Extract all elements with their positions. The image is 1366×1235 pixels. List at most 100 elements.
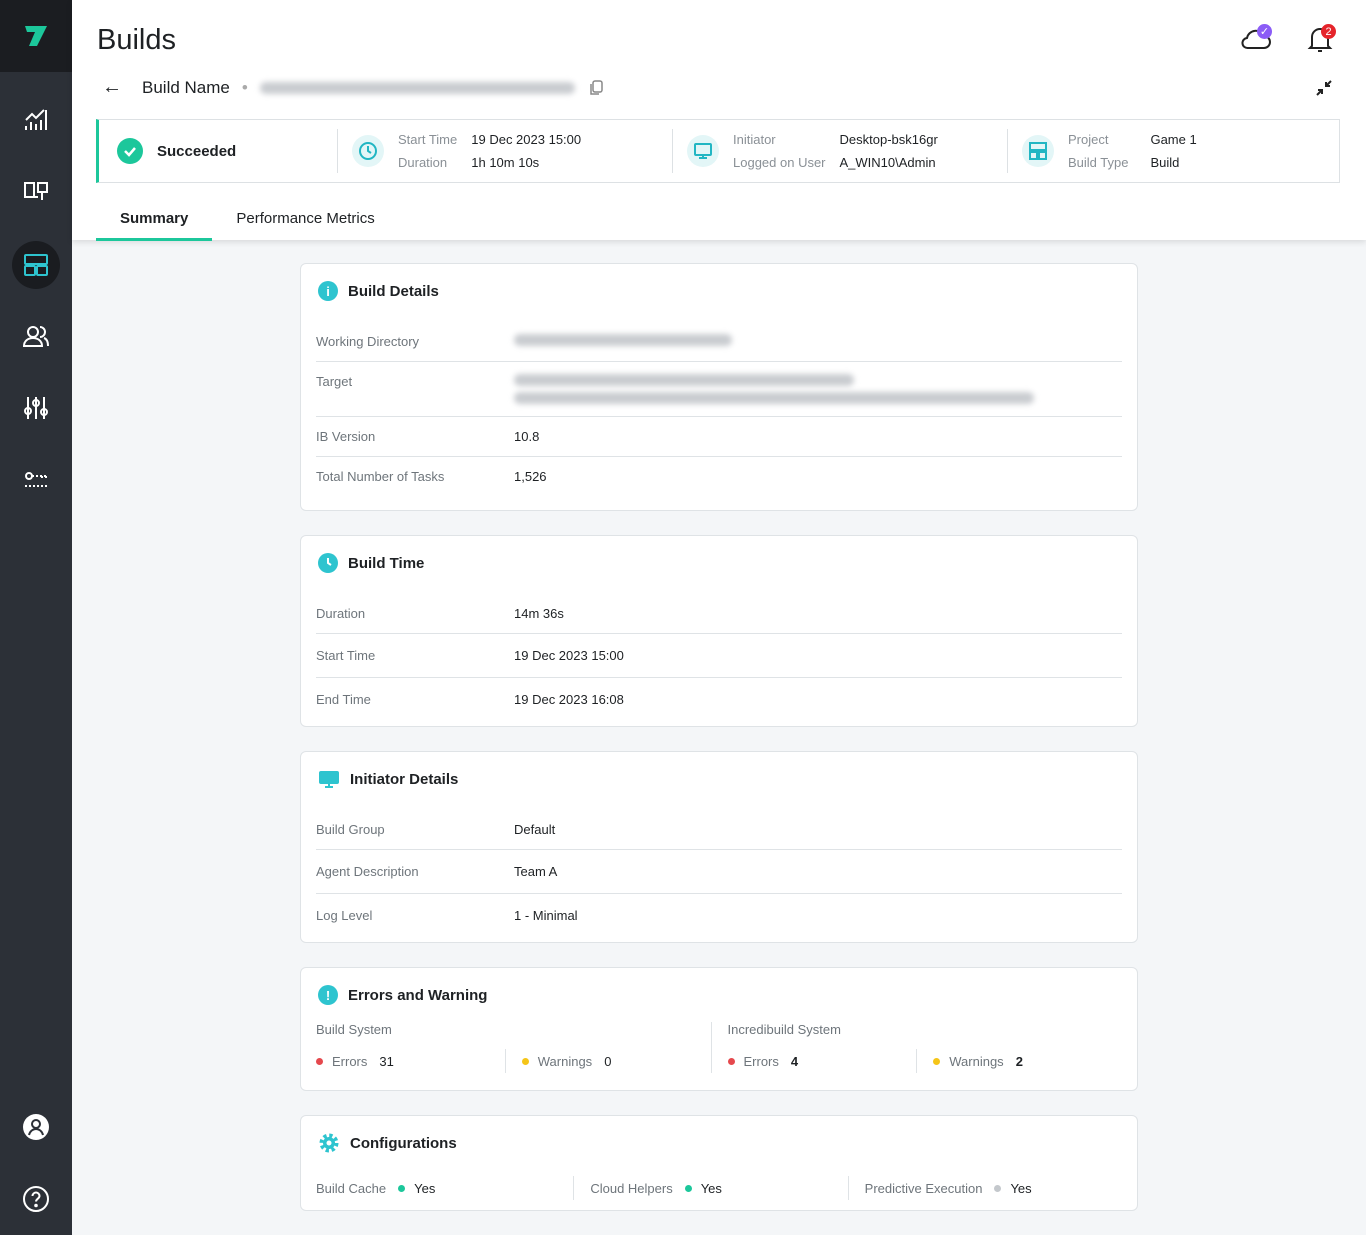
- notifications-button[interactable]: 2: [1306, 24, 1336, 59]
- warning-dot-icon: [933, 1057, 941, 1065]
- header: Builds ← Build Name • ✓ 2 Succeeded Star…: [72, 0, 1366, 241]
- build-time-card: Build Time Duration 14m 36s Start Time 19 …: [300, 535, 1138, 727]
- error-dot-icon: [727, 1057, 735, 1065]
- build-name-value-blurred: [259, 81, 575, 94]
- config-value: Yes: [1010, 1180, 1032, 1196]
- user-profile-button[interactable]: [12, 1103, 60, 1151]
- row-value: 19 Dec 2023 15:00: [514, 648, 624, 663]
- builds-icon: [24, 254, 48, 276]
- row-label: Total Number of Tasks: [316, 469, 445, 484]
- config-label: Predictive Execution: [864, 1180, 983, 1196]
- cloud-check-badge: ✓: [1257, 24, 1272, 39]
- help-button[interactable]: [12, 1175, 60, 1223]
- agents-icon: [24, 182, 48, 200]
- card-title: Build Details: [348, 282, 439, 300]
- tab-bar: Summary Performance Metrics: [96, 200, 399, 241]
- gear-icon: [319, 1133, 339, 1153]
- user-icon: [23, 1114, 49, 1140]
- config-label: Build Cache: [316, 1180, 387, 1196]
- sidebar: [0, 0, 72, 1235]
- ib-system-label: Incredibuild System: [727, 1022, 841, 1037]
- cloud-status-button[interactable]: ✓: [1240, 24, 1272, 57]
- warning-dot-icon: [521, 1057, 529, 1065]
- build-type-value: Build: [1150, 155, 1180, 170]
- errors-label: Errors: [743, 1053, 779, 1069]
- logged-user-label: Logged on User: [733, 155, 826, 170]
- errors-label: Errors: [332, 1053, 368, 1069]
- working-directory-blurred: [514, 334, 732, 346]
- users-icon: [22, 326, 49, 347]
- row-label: Log Level: [316, 908, 373, 923]
- sidebar-item-agents[interactable]: [12, 168, 60, 216]
- duration-label: Duration: [398, 155, 448, 170]
- card-title: Initiator Details: [350, 770, 459, 788]
- sidebar-item-users[interactable]: [12, 312, 60, 360]
- row-value: Team A: [514, 864, 558, 879]
- alert-icon: !: [318, 985, 338, 1005]
- row-label: Duration: [316, 606, 366, 621]
- row-value: 14m 36s: [514, 606, 564, 621]
- success-check-icon: [117, 138, 143, 164]
- start-time-value: 19 Dec 2023 15:00: [471, 132, 582, 147]
- errors-warning-card: ! Errors and Warning Build System Errors 3…: [300, 967, 1138, 1091]
- copy-icon[interactable]: [587, 79, 605, 97]
- warnings-count: 2: [1015, 1053, 1023, 1069]
- chart-icon: [25, 109, 47, 130]
- target-blurred: [514, 392, 1034, 404]
- row-label: Build Group: [316, 822, 385, 837]
- sidebar-item-analytics[interactable]: [12, 96, 60, 144]
- build-system-label: Build System: [316, 1022, 392, 1037]
- row-value: Default: [514, 822, 556, 837]
- clock-icon: [359, 142, 377, 160]
- row-label: Agent Description: [316, 864, 419, 879]
- row-label: Target: [316, 374, 353, 389]
- row-value: 1 - Minimal: [514, 908, 578, 923]
- sidebar-item-builds[interactable]: [12, 241, 60, 289]
- card-title: Configurations: [350, 1134, 457, 1152]
- status-label: Succeeded: [157, 142, 237, 160]
- notification-count-badge: 2: [1321, 24, 1336, 39]
- project-label: Project: [1068, 132, 1109, 147]
- warnings-label: Warnings: [949, 1053, 1004, 1069]
- row-label: IB Version: [316, 429, 376, 444]
- ib-version-value: 10.8: [514, 429, 540, 444]
- card-title: Build Time: [348, 554, 425, 572]
- project-icon: [1029, 142, 1047, 160]
- initiator-label: Initiator: [733, 132, 776, 147]
- row-label: End Time: [316, 692, 371, 707]
- errors-count: 4: [790, 1053, 799, 1069]
- config-value: Yes: [700, 1180, 722, 1196]
- tab-summary[interactable]: Summary: [96, 200, 213, 241]
- total-tasks-value: 1,526: [514, 469, 547, 484]
- status-dot-icon: [398, 1184, 406, 1192]
- monitor-icon: [319, 771, 339, 788]
- row-label: Start Time: [316, 648, 376, 663]
- card-title: Errors and Warning: [348, 986, 488, 1004]
- error-dot-icon: [316, 1057, 323, 1065]
- status-dot-icon: [684, 1184, 692, 1192]
- configurations-card: Configurations Build Cache Yes Cloud Help…: [300, 1115, 1138, 1211]
- monitor-icon: [694, 143, 712, 159]
- info-icon: i: [318, 281, 338, 301]
- config-value: Yes: [414, 1180, 436, 1196]
- sidebar-item-settings[interactable]: [12, 384, 60, 432]
- warnings-count: 0: [604, 1053, 612, 1069]
- errors-count: 31: [379, 1053, 394, 1069]
- config-label: Cloud Helpers: [590, 1180, 673, 1196]
- start-time-label: Start Time: [398, 132, 458, 147]
- build-details-card: i Build Details Working Directory Target …: [300, 263, 1138, 511]
- logged-user-value: A_WIN10\Admin: [839, 155, 936, 170]
- breadcrumb: ← Build Name •: [102, 76, 605, 99]
- row-value: 19 Dec 2023 16:08: [514, 692, 624, 707]
- build-status-bar: Succeeded Start Time 19 Dec 2023 15:00 Dur…: [96, 119, 1340, 183]
- target-blurred: [514, 374, 854, 386]
- back-arrow-icon[interactable]: ←: [102, 76, 122, 98]
- collapse-icon[interactable]: [1314, 78, 1334, 98]
- project-value: Game 1: [1150, 132, 1197, 147]
- sidebar-item-keys[interactable]: [12, 456, 60, 504]
- tab-performance-metrics[interactable]: Performance Metrics: [236, 210, 375, 227]
- logo[interactable]: [0, 0, 72, 72]
- initiator-details-card: Initiator Details Build Group Default Age…: [300, 751, 1138, 943]
- build-type-label: Build Type: [1068, 155, 1129, 170]
- help-icon: [23, 1186, 49, 1212]
